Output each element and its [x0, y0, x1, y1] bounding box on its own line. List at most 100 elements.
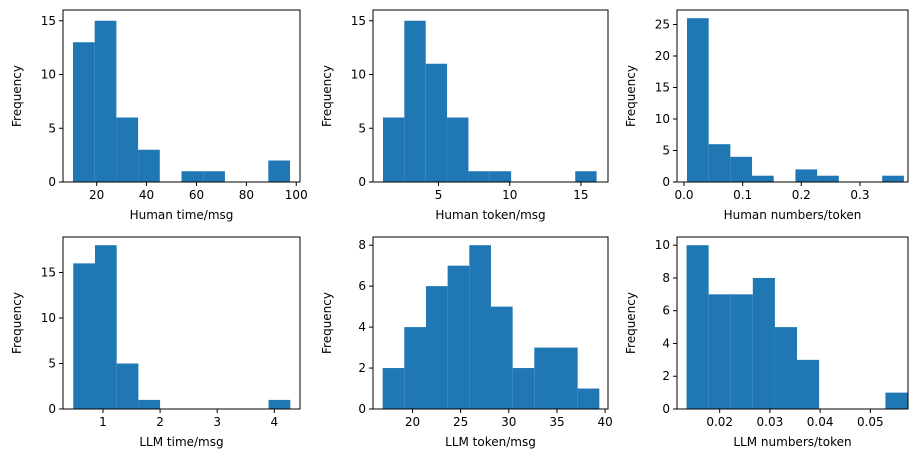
histogram-bar [73, 263, 95, 409]
histogram-bar [752, 175, 774, 182]
histogram-bar [94, 20, 117, 182]
y-tick-label: 0 [48, 402, 56, 416]
y-tick-label: 6 [358, 279, 366, 293]
x-axis-label: Human time/msg [130, 208, 234, 222]
histogram-bar [686, 245, 709, 409]
y-tick-label: 20 [655, 49, 670, 63]
y-tick-label: 15 [655, 80, 670, 94]
y-tick-label: 0 [358, 402, 366, 416]
y-tick-label: 15 [351, 14, 366, 28]
y-tick-label: 10 [655, 238, 670, 252]
histogram-bar [138, 149, 160, 182]
y-tick-label: 8 [662, 271, 670, 285]
histogram-bar [882, 175, 904, 182]
histogram-bar [425, 286, 448, 409]
y-tick-label: 0 [662, 402, 670, 416]
x-axis-label: LLM time/msg [139, 435, 223, 449]
histogram-bar [708, 144, 731, 182]
histogram-bar [795, 169, 818, 182]
x-tick-label: 25 [453, 415, 468, 429]
histogram-bar [730, 156, 753, 182]
histogram-bar [885, 392, 908, 409]
y-tick-label: 0 [662, 175, 670, 189]
histogram-bar [489, 171, 512, 182]
y-tick-label: 5 [48, 121, 56, 135]
histogram-bar [468, 171, 490, 182]
histogram-bar [404, 327, 426, 409]
y-tick-label: 4 [662, 336, 670, 350]
x-tick-label: 35 [549, 415, 564, 429]
histogram-panel-2: 5 10 15 0 5 10 15 Human token/msg Frequency [320, 9, 609, 222]
x-tick-label: 20 [89, 188, 104, 202]
histogram-bar [730, 294, 753, 409]
y-tick-label: 2 [662, 369, 670, 383]
histogram-bar [116, 117, 139, 182]
histogram-bar [534, 347, 556, 409]
histogram-bar [138, 399, 161, 409]
y-tick-label: 6 [662, 304, 670, 318]
axes-frame [676, 9, 909, 183]
histogram-bar [404, 20, 426, 182]
histogram-bar [686, 18, 709, 182]
x-tick-label: 1 [99, 415, 107, 429]
axes-frame [62, 9, 301, 183]
x-tick-label: 3 [213, 415, 221, 429]
x-tick-label: 5 [435, 188, 443, 202]
x-tick-label: 40 [139, 188, 154, 202]
x-tick-label: 0.3 [850, 188, 869, 202]
x-axis-label: LLM numbers/token [733, 435, 851, 449]
histogram-panel-3: 0.0 0.1 0.2 0.3 0 5 10 15 20 25 Human numbers/toke… [624, 9, 909, 222]
y-tick-label: 15 [41, 14, 56, 28]
y-tick-label: 0 [358, 175, 366, 189]
y-tick-label: 0 [48, 175, 56, 189]
histogram-bar [797, 359, 820, 409]
axes-frame [676, 236, 909, 410]
axes-frame [372, 236, 609, 410]
y-tick-label: 5 [662, 143, 670, 157]
y-tick-label: 5 [48, 356, 56, 370]
histogram-bar [382, 117, 405, 182]
histogram-bar [382, 368, 405, 409]
y-axis-label: Frequency [624, 292, 638, 354]
histogram-bar [555, 347, 578, 409]
x-tick-label: 0.2 [792, 188, 811, 202]
y-tick-label: 8 [358, 238, 366, 252]
histogram-bar [72, 42, 95, 182]
x-axis-label: Human numbers/token [724, 208, 862, 222]
x-tick-label: 0.03 [757, 415, 784, 429]
histogram-bar [469, 245, 491, 409]
y-axis-label: Frequency [624, 65, 638, 127]
y-axis-label: Frequency [10, 65, 24, 127]
histogram-bar [94, 245, 117, 409]
histogram-bar [447, 265, 470, 409]
axes-frame [372, 9, 609, 183]
y-tick-label: 2 [358, 361, 366, 375]
x-tick-label: 40 [597, 415, 612, 429]
x-tick-label: 80 [239, 188, 254, 202]
x-tick-label: 0.02 [706, 415, 733, 429]
histogram-bar [512, 368, 535, 409]
histogram-panel-4: 1 2 3 4 0 5 10 15 LLM time/msg Frequency [10, 236, 301, 449]
y-axis-label: Frequency [320, 65, 334, 127]
y-axis-label: Frequency [10, 292, 24, 354]
histogram-bar [268, 160, 291, 182]
x-tick-label: 2 [156, 415, 164, 429]
axes-frame [62, 236, 301, 410]
histogram-bar [774, 327, 798, 409]
x-tick-label: 30 [501, 415, 516, 429]
y-tick-label: 25 [655, 17, 670, 31]
y-tick-label: 10 [351, 68, 366, 82]
y-tick-label: 15 [41, 265, 56, 279]
histogram-bar [490, 306, 513, 409]
x-tick-label: 4 [270, 415, 278, 429]
y-tick-label: 10 [41, 311, 56, 325]
x-axis-label: LLM token/msg [445, 435, 536, 449]
histogram-bar [116, 363, 139, 409]
histogram-bar [447, 117, 469, 182]
x-tick-label: 100 [285, 188, 308, 202]
y-tick-label: 5 [358, 121, 366, 135]
histogram-panel-1: 20 40 60 80 100 0 5 10 15 Human time/msg Frequency [10, 9, 308, 222]
histogram-bar [203, 171, 225, 182]
histogram-bar [577, 388, 600, 409]
